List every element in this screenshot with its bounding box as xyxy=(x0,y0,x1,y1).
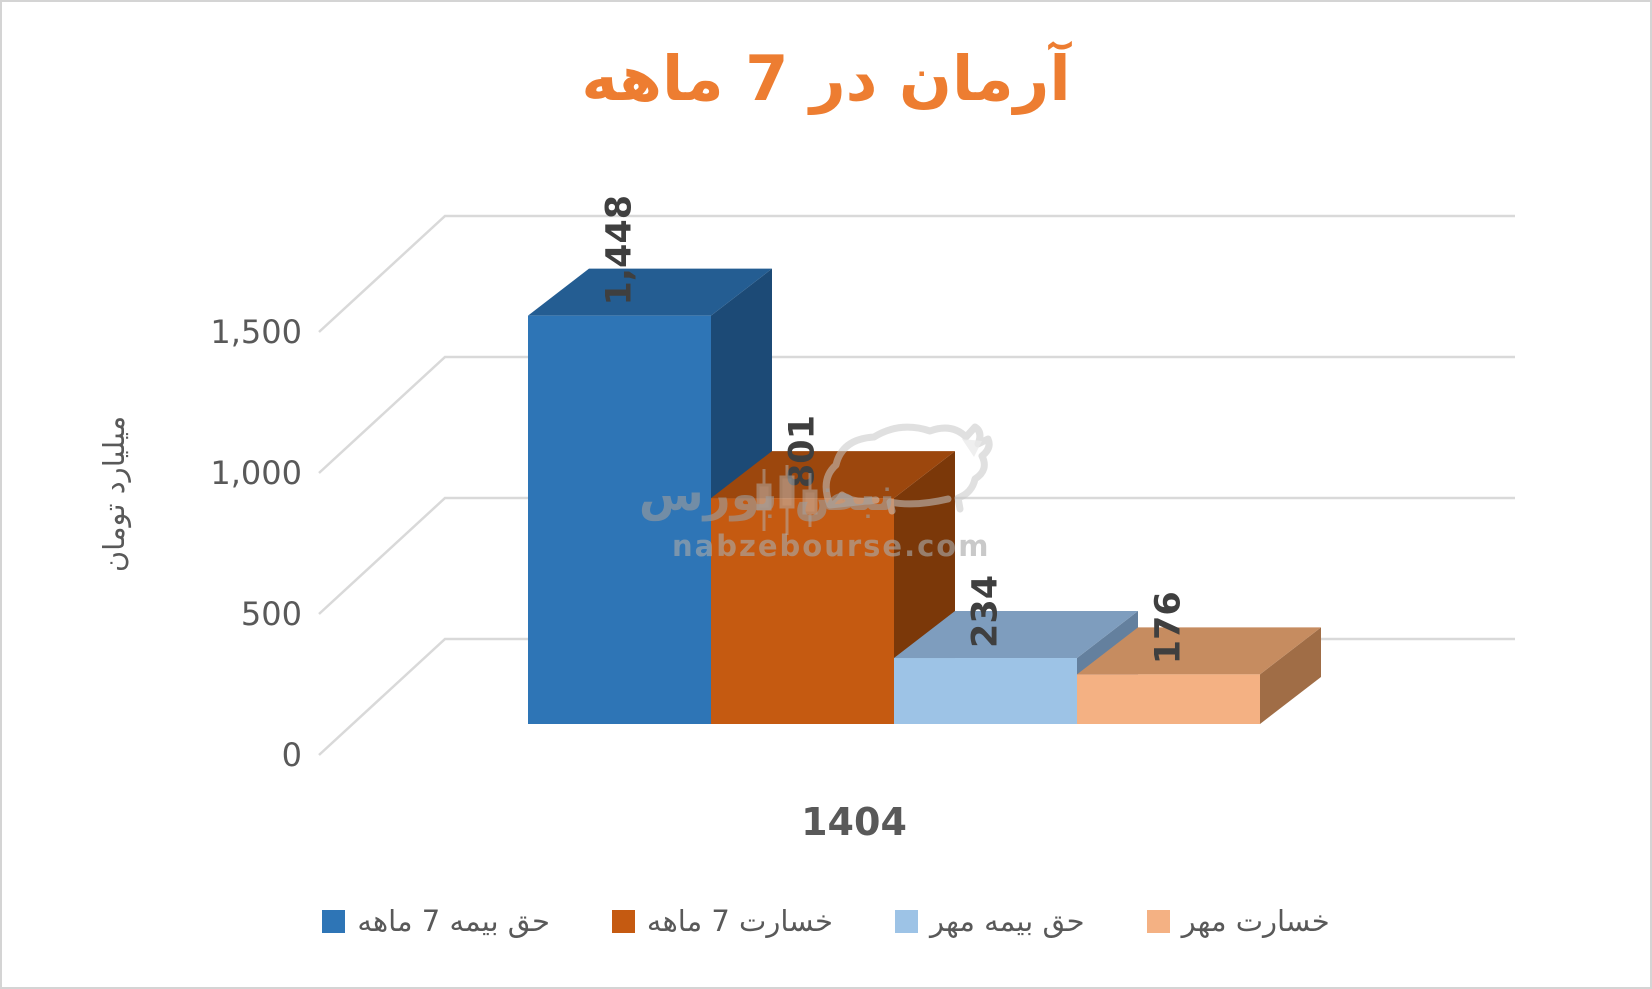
bar-1-front xyxy=(528,315,711,724)
gridline-500 xyxy=(318,496,1515,615)
data-label-3: 234 xyxy=(966,575,1006,648)
gridline-1000 xyxy=(318,355,1515,474)
data-label-4: 176 xyxy=(1149,591,1189,664)
chart-title: آرمان در 7 ماهه xyxy=(581,42,1071,115)
bar-4-side xyxy=(1260,627,1321,724)
bar-2-front xyxy=(711,498,894,724)
y-tick-label-1000: 1,000 xyxy=(210,454,302,492)
legend-item-3: حق بیمه مهر xyxy=(894,904,1085,938)
legend-item-1: حق بیمه 7 ماهه xyxy=(322,904,550,938)
legend-swatch-3 xyxy=(894,909,918,933)
x-category-label: 1404 xyxy=(801,800,907,844)
bar-3-front xyxy=(894,658,1077,724)
gridline-1500 xyxy=(318,214,1515,333)
y-tick-label-500: 500 xyxy=(241,595,302,633)
bar-4-front xyxy=(1077,674,1260,724)
y-tick-label-1500: 1,500 xyxy=(210,313,302,351)
bar-3-top xyxy=(894,611,1138,659)
data-label-1: 1,448 xyxy=(600,195,640,306)
y-tick-label-0: 0 xyxy=(282,736,302,774)
legend-item-2: خسارت 7 ماهه xyxy=(611,904,833,938)
legend-label-2: خسارت 7 ماهه xyxy=(646,904,833,938)
data-label-2: 801 xyxy=(783,415,823,488)
legend-label-3: حق بیمه مهر xyxy=(929,904,1085,938)
legend-label-4: خسارت مهر xyxy=(1181,904,1330,938)
legend-swatch-4 xyxy=(1146,909,1170,933)
bar-1-top xyxy=(528,268,772,316)
legend-label-1: حق بیمه 7 ماهه xyxy=(357,904,550,938)
legend-item-4: خسارت مهر xyxy=(1146,904,1330,938)
chart-legend: حق بیمه 7 ماهه خسارت 7 ماهه حق بیمه مهر خسا… xyxy=(2,904,1650,938)
legend-swatch-1 xyxy=(322,909,346,933)
legend-swatch-2 xyxy=(611,909,635,933)
y-axis-title: میلیارد تومان xyxy=(97,415,131,573)
bar-4-top xyxy=(1077,627,1321,675)
